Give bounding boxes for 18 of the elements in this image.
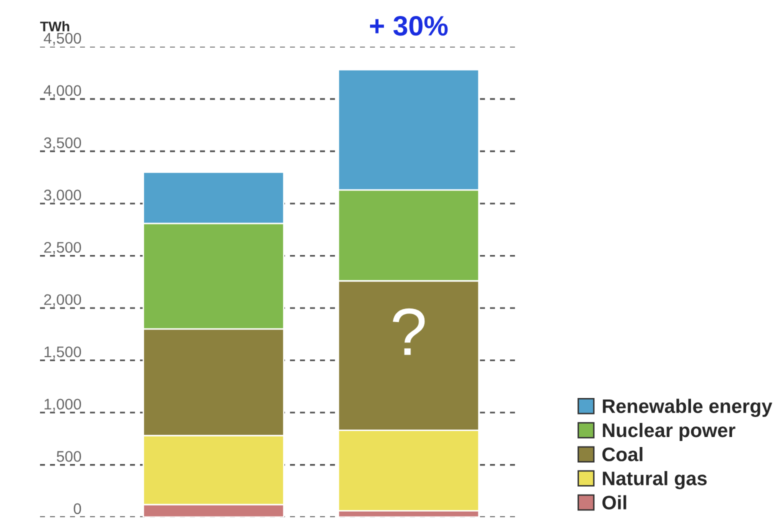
legend-label: Natural gas (602, 471, 707, 490)
y-tick-label: 3,000 (44, 190, 82, 202)
y-tick-label: 2,000 (44, 294, 82, 307)
y-tick-label: 3,500 (44, 137, 82, 150)
y-tick-label: 2,500 (44, 242, 82, 255)
y-tick-label: 4,000 (44, 85, 82, 98)
y-tick-label: 0 (74, 503, 82, 514)
legend-label: Nuclear power (602, 422, 736, 442)
y-tick-label: 1,500 (44, 346, 82, 360)
y-tick-label: 4,500 (44, 32, 82, 46)
legend-label: Oil (602, 495, 626, 510)
legend-label: Coal (602, 446, 642, 462)
y-tick-label: 500 (56, 451, 82, 462)
y-tick-label: 1,000 (44, 398, 82, 412)
annotation: ? (392, 308, 425, 355)
text: + 30% (370, 16, 448, 36)
y-axis-title: TWh (40, 21, 70, 32)
legend-label: Renewable energy (602, 398, 772, 417)
